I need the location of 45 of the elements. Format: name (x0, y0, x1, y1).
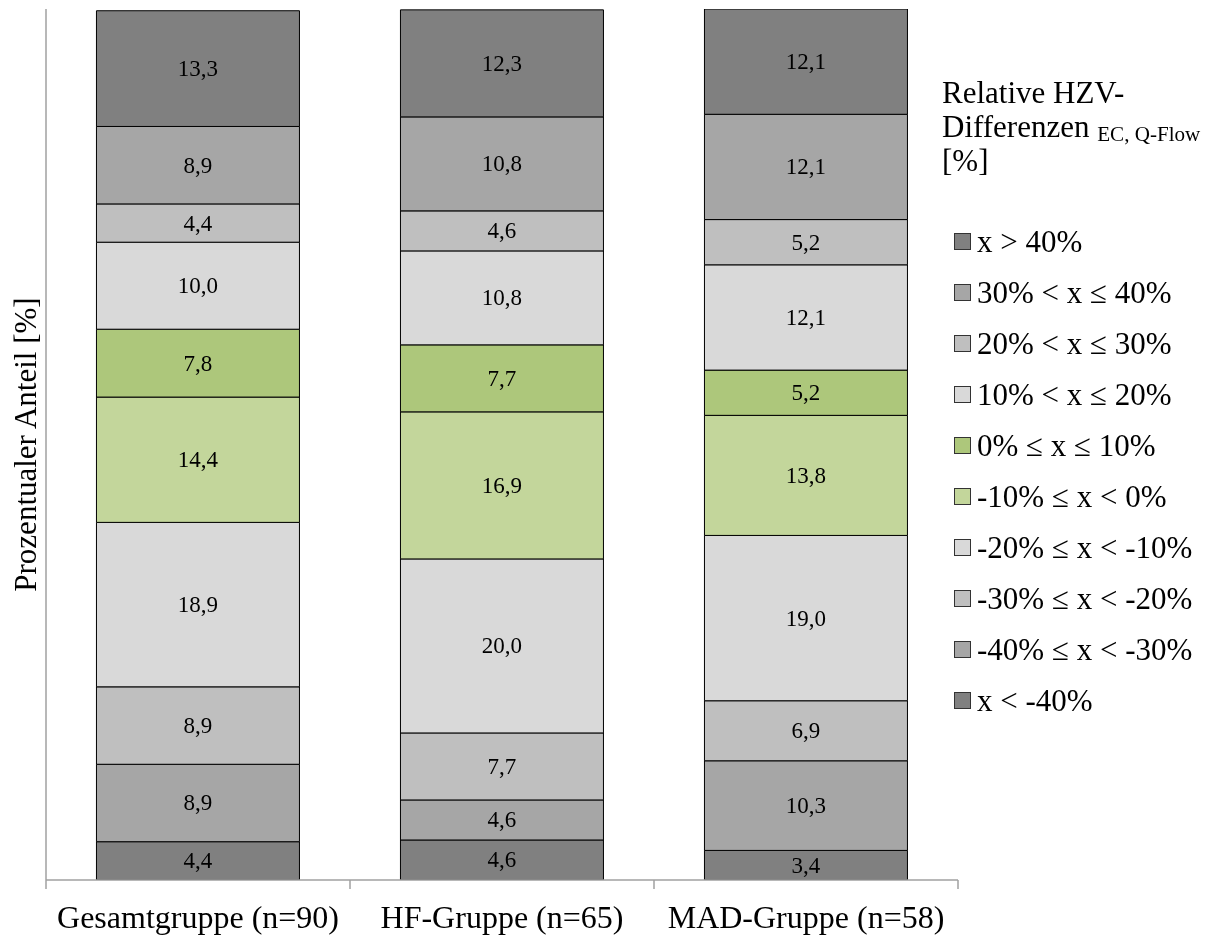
data-label: 14,4 (177, 447, 219, 473)
data-label: 19,0 (785, 605, 827, 631)
legend-label: -40% ≤ x < -30% (977, 631, 1193, 668)
legend-label: 30% < x ≤ 40% (977, 274, 1172, 311)
data-label: 8,9 (183, 790, 213, 816)
data-label: 3,4 (791, 852, 821, 878)
data-label: 8,9 (183, 152, 213, 178)
y-axis-title: Prozentualer Anteil [%] (7, 297, 43, 592)
data-label: 16,9 (481, 472, 523, 498)
data-label: 10,8 (481, 151, 523, 177)
data-label: 18,9 (177, 592, 219, 618)
x-tick-label: Gesamtgruppe (n=90) (57, 899, 339, 935)
data-label: 8,9 (183, 713, 213, 739)
data-label: 4,4 (183, 210, 213, 236)
data-label: 10,8 (481, 285, 523, 311)
data-label: 7,7 (487, 753, 517, 779)
data-label: 12,3 (481, 50, 523, 76)
data-label: 13,8 (785, 462, 827, 488)
legend-label: 20% < x ≤ 30% (977, 325, 1172, 362)
data-label: 4,6 (487, 847, 517, 873)
legend-label: x > 40% (977, 223, 1083, 260)
legend-label: -10% ≤ x < 0% (977, 478, 1167, 515)
legend-label: x < -40% (977, 682, 1093, 719)
data-label: 5,2 (791, 229, 821, 255)
data-label: 4,6 (487, 218, 517, 244)
legend-label: -20% ≤ x < -10% (977, 529, 1193, 566)
data-label: 12,1 (785, 304, 827, 330)
legend-label: -30% ≤ x < -20% (977, 580, 1193, 617)
data-label: 12,1 (785, 49, 827, 75)
legend-label: 0% ≤ x ≤ 10% (977, 427, 1156, 464)
data-label: 5,2 (791, 380, 821, 406)
data-label: 4,6 (487, 807, 517, 833)
data-label: 10,0 (177, 273, 219, 299)
x-tick-label: MAD-Gruppe (n=58) (667, 899, 945, 935)
data-label: 12,1 (785, 154, 827, 180)
data-label: 7,8 (183, 350, 213, 376)
legend-label: 10% < x ≤ 20% (977, 376, 1172, 413)
data-label: 10,3 (785, 793, 827, 819)
text: Relative HZV-Differenzen $_{EC, Q-Flow}$ [%] (942, 75, 1201, 178)
x-tick-label: HF-Gruppe (n=65) (380, 899, 624, 935)
data-label: 7,7 (487, 365, 517, 391)
data-label: 13,3 (177, 56, 219, 82)
data-label: 20,0 (481, 633, 523, 659)
data-label: 4,4 (183, 848, 213, 874)
data-label: 6,9 (791, 718, 821, 744)
